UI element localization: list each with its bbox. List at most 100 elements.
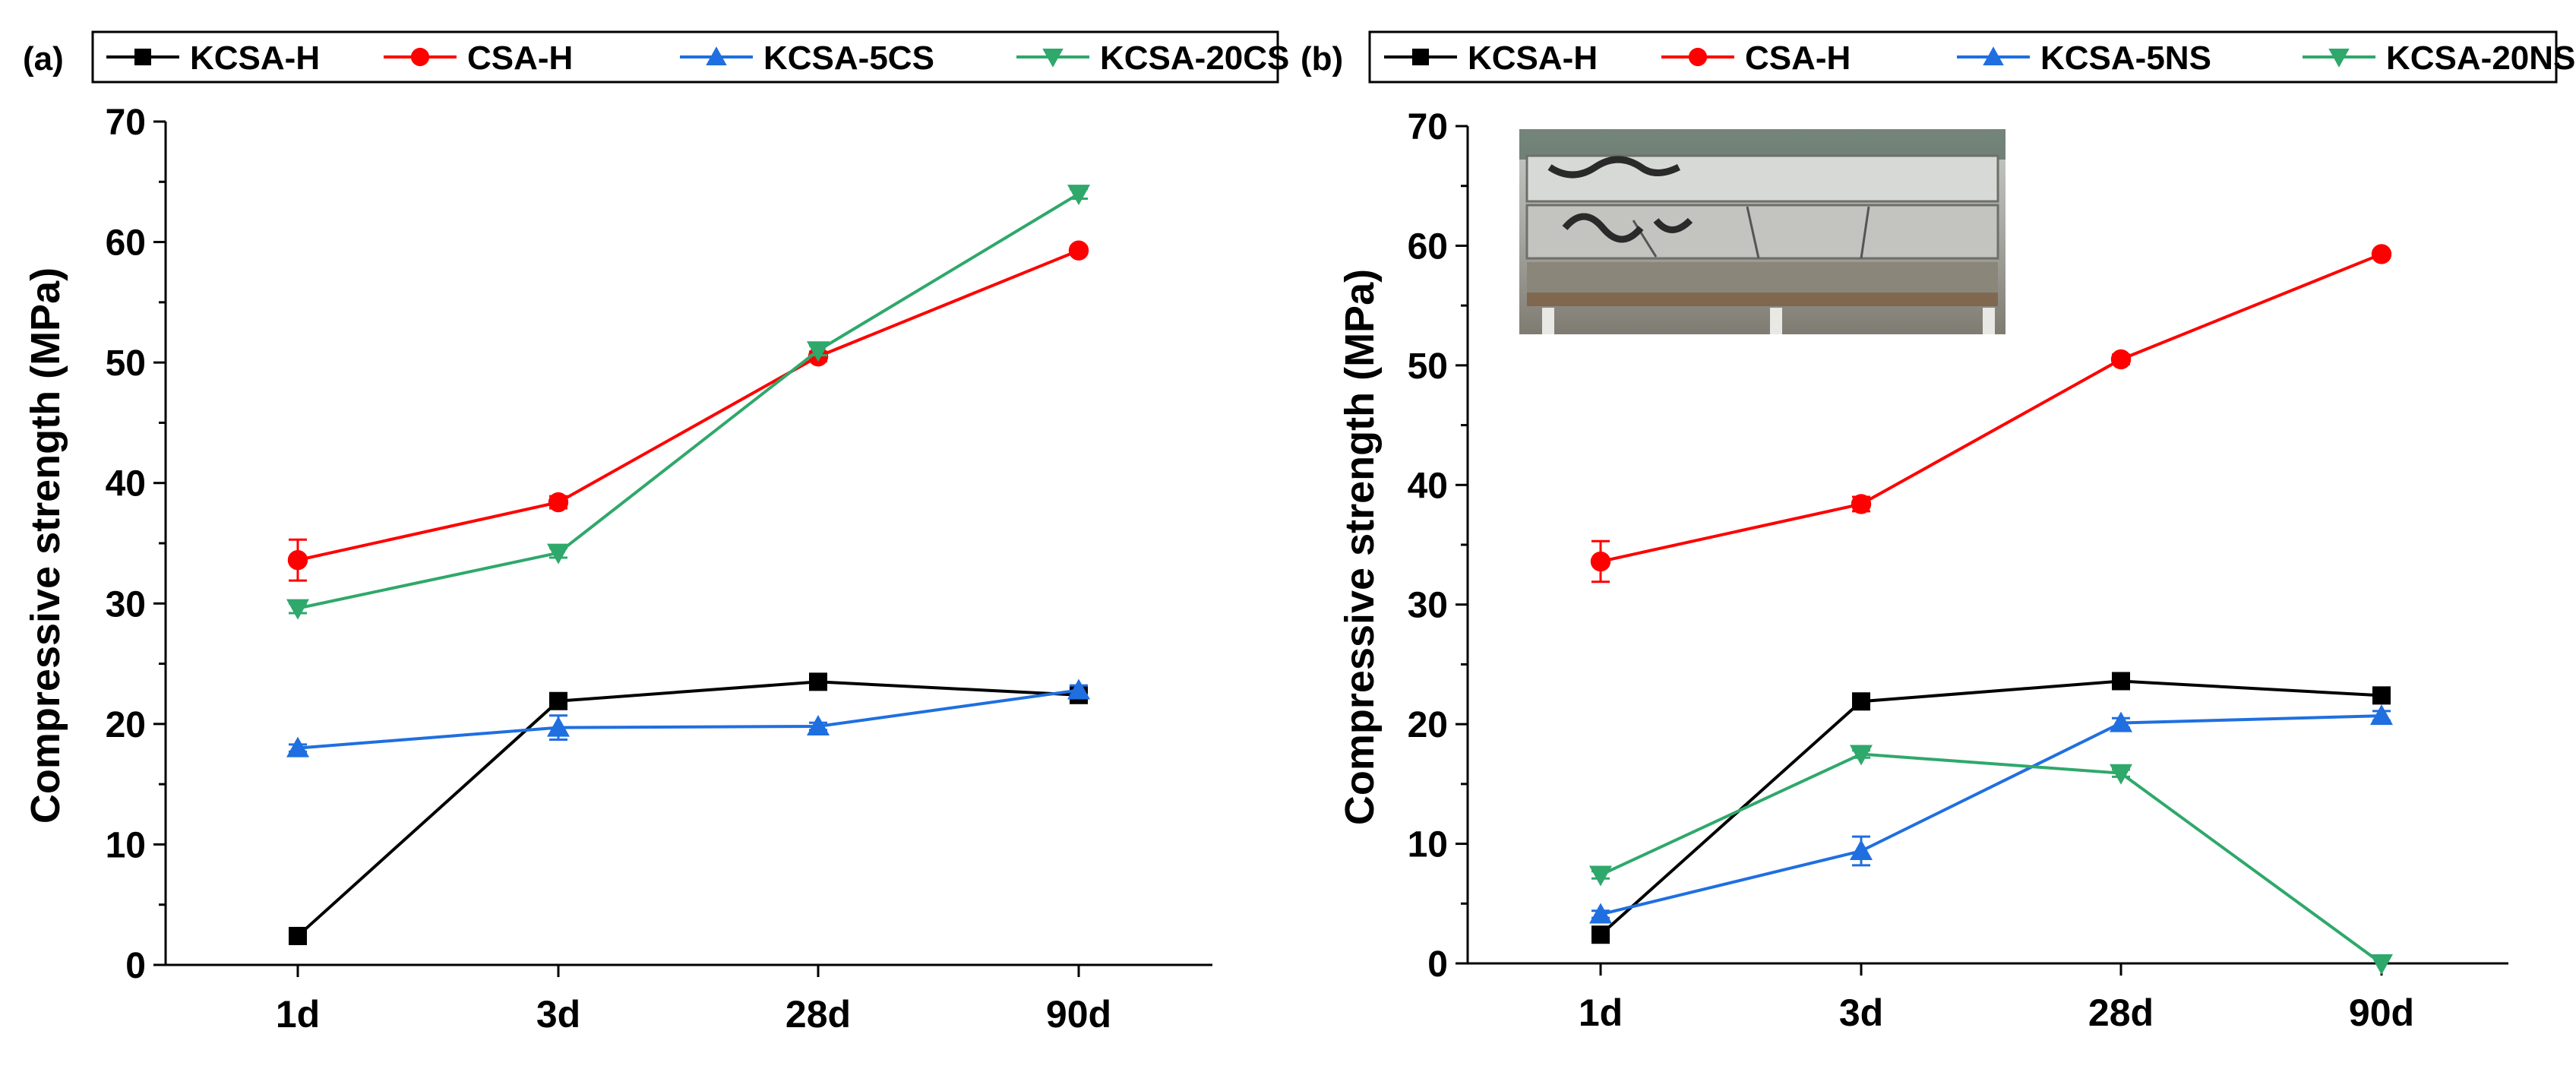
data-point bbox=[2110, 711, 2132, 732]
x-tick-label: 1d bbox=[1579, 992, 1623, 1034]
y-axis-label: Compressive strength (MPa) bbox=[23, 267, 68, 824]
legend-label: CSA-H bbox=[1745, 40, 1851, 77]
data-point bbox=[1591, 925, 1610, 944]
y-tick-label: 50 bbox=[106, 343, 146, 384]
series-line bbox=[297, 688, 1079, 750]
data-point bbox=[2112, 672, 2130, 691]
data-point bbox=[1850, 840, 1873, 861]
legend-label: KCSA-20NS bbox=[2386, 40, 2575, 77]
y-tick-label: 20 bbox=[1408, 705, 1448, 745]
y-tick-label: 60 bbox=[106, 223, 146, 264]
series-csa-h bbox=[1590, 244, 2392, 584]
y-tick-label: 20 bbox=[106, 705, 146, 745]
series-kcsa-h bbox=[1591, 672, 2391, 944]
legend-marker bbox=[1983, 46, 2004, 65]
y-axis-title: Compressive strength (MPa) bbox=[23, 267, 68, 824]
data-point bbox=[549, 691, 567, 710]
data-point bbox=[1068, 240, 1089, 261]
data-point bbox=[1067, 678, 1090, 700]
x-tick-label: 28d bbox=[2088, 992, 2154, 1034]
x-tick-label: 90d bbox=[1046, 993, 1111, 1036]
y-tick-label: 10 bbox=[1408, 825, 1448, 865]
y-tick-label: 0 bbox=[1427, 944, 1448, 985]
x-tick-label: 28d bbox=[785, 993, 851, 1036]
panel-b: (b) KCSA-H CSA-H KCSA-5NS KCSA-20NS Compres… bbox=[1301, 30, 2575, 1034]
legend: KCSA-H CSA-H KCSA-5CS KCSA-20CS bbox=[106, 40, 1289, 77]
inset-photo bbox=[1519, 129, 2005, 334]
y-axis-label: Compressive strength (MPa) bbox=[1337, 269, 1383, 825]
series-line bbox=[297, 192, 1080, 610]
legend-item: CSA-H bbox=[384, 40, 573, 77]
data-point bbox=[1589, 865, 1612, 887]
data-point bbox=[809, 672, 827, 691]
legend-item: KCSA-5NS bbox=[1957, 40, 2211, 77]
data-point bbox=[2370, 704, 2393, 726]
legend-label: CSA-H bbox=[467, 40, 573, 77]
data-point bbox=[2110, 349, 2132, 370]
y-tick-label: 60 bbox=[1408, 226, 1448, 267]
series-csa-h bbox=[287, 240, 1089, 582]
series-line bbox=[1600, 714, 2382, 916]
plot-area bbox=[1589, 244, 2393, 975]
legend-item: KCSA-5CS bbox=[680, 40, 934, 77]
y-tick-label: 70 bbox=[106, 103, 146, 143]
legend-marker bbox=[706, 46, 727, 65]
series-line bbox=[1600, 752, 2383, 965]
x-tick-label: 3d bbox=[1839, 992, 1883, 1034]
y-axis-title: Compressive strength (MPa) bbox=[1337, 269, 1383, 825]
y-tick-label: 30 bbox=[106, 584, 146, 625]
series-kcsa-5cs bbox=[286, 678, 1090, 757]
data-point bbox=[1851, 494, 1872, 514]
legend-marker bbox=[1688, 47, 1708, 67]
legend-item: KCSA-H bbox=[1384, 40, 1598, 77]
series-line bbox=[296, 680, 1079, 938]
legend-label: KCSA-20CS bbox=[1100, 40, 1289, 77]
panel-label: (a) bbox=[23, 40, 64, 77]
data-point bbox=[1852, 692, 1870, 711]
x-tick-label: 3d bbox=[536, 993, 580, 1036]
legend-label: KCSA-5NS bbox=[2040, 40, 2211, 77]
panel-a: (a) KCSA-H CSA-H KCSA-5CS KCSA-20CS Compres… bbox=[23, 30, 1289, 1036]
data-point bbox=[2370, 954, 2393, 975]
legend-label: KCSA-5CS bbox=[763, 40, 934, 77]
data-point bbox=[2110, 764, 2132, 785]
legend-label: KCSA-H bbox=[1468, 40, 1598, 77]
series-kcsa-h bbox=[289, 672, 1088, 945]
y-tick-label: 40 bbox=[106, 464, 146, 504]
data-point bbox=[2371, 244, 2392, 264]
legend-marker bbox=[410, 47, 430, 67]
panel-label: (b) bbox=[1301, 40, 1343, 77]
y-tick-label: 70 bbox=[1408, 107, 1448, 147]
series-line bbox=[297, 248, 1079, 562]
x-tick-label: 90d bbox=[2349, 992, 2414, 1034]
data-point bbox=[807, 715, 830, 736]
data-point bbox=[287, 550, 308, 571]
legend-marker bbox=[134, 49, 151, 65]
legend: KCSA-H CSA-H KCSA-5NS KCSA-20NS bbox=[1384, 40, 2575, 77]
series-kcsa-20cs bbox=[286, 185, 1090, 620]
plot-area bbox=[286, 185, 1090, 945]
data-point bbox=[548, 492, 569, 513]
y-tick-label: 40 bbox=[1408, 466, 1448, 506]
axes: 0 10 20 30 40 50 60 70 1d 3d 28d 90d bbox=[106, 103, 1212, 1036]
legend-item: KCSA-20CS bbox=[1016, 40, 1289, 77]
series-line bbox=[1599, 679, 2382, 936]
y-tick-label: 10 bbox=[106, 825, 146, 865]
y-tick-label: 50 bbox=[1408, 346, 1448, 387]
series-line bbox=[1600, 252, 2382, 563]
data-point bbox=[1590, 551, 1611, 572]
data-point bbox=[1067, 185, 1090, 206]
y-tick-label: 30 bbox=[1408, 586, 1448, 626]
legend-item: KCSA-20NS bbox=[2303, 40, 2575, 77]
legend-marker bbox=[1412, 49, 1429, 65]
series-kcsa-5ns bbox=[1589, 704, 2393, 924]
legend-marker bbox=[1042, 49, 1064, 68]
legend-marker bbox=[2328, 49, 2350, 68]
data-point bbox=[286, 599, 309, 620]
data-point bbox=[547, 543, 570, 565]
y-tick-label: 0 bbox=[125, 946, 146, 986]
data-point bbox=[547, 716, 570, 737]
x-tick-label: 1d bbox=[276, 993, 320, 1036]
data-point bbox=[1850, 745, 1873, 766]
